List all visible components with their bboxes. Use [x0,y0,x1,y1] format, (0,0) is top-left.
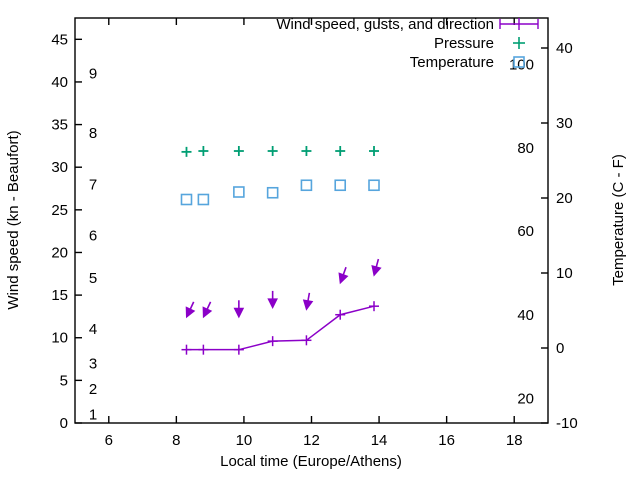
y-right-fahrenheit-label: 60 [517,223,534,240]
y-right-fahrenheit-label: 100 [509,57,534,74]
y-left-tick-label: 0 [60,415,68,432]
temperature-point [266,186,279,199]
legend-marker-wind-line-plus [499,18,539,30]
y-left-beaufort-label: 5 [89,270,97,287]
x-axis-tick-label: 12 [303,432,320,449]
y-right-ticks [541,47,548,424]
y-left-beaufort-label: 1 [89,406,97,423]
y-right-tick-label: 40 [556,40,573,57]
y-left-tick-label: 25 [51,202,68,219]
y-left-beaufort-label: 9 [89,65,97,82]
series-temperature-points [180,179,380,206]
y-left-tick-label: 15 [51,287,68,304]
legend-label-pressure: Pressure [434,35,494,52]
y-right-tick-label: 20 [556,190,573,207]
y-right-fahrenheit-label: 20 [517,390,534,407]
gust-arrow-head [302,299,314,311]
y-right-tick-label: 10 [556,265,573,282]
x-axis-tick-label: 10 [236,432,253,449]
gust-arrow [267,290,278,310]
y-left-tick-label: 20 [51,244,68,261]
x-axis-title: Local time (Europe/Athens) [220,453,402,470]
gust-arrow [302,292,314,311]
series-wind-speed-line [181,301,380,355]
series-pressure-points [181,146,380,157]
gust-arrow-head [267,298,278,310]
x-axis-tick-label: 8 [172,432,180,449]
temperature-point [233,186,245,198]
y-left-beaufort-label: 8 [89,125,97,142]
y-left-ticks [75,38,82,424]
gust-arrow-head [371,264,382,277]
y-left-beaufort-label: 2 [89,381,97,398]
gust-arrow-head [338,272,349,285]
gust-arrow-head [233,307,245,319]
series-gust-arrows [185,258,382,319]
x-axis-tick-label: 6 [105,432,113,449]
y-left-beaufort-label: 6 [89,227,97,244]
y-left-beaufort-labels: 1 2 3 4 5 6 7 8 9 [89,65,97,423]
y-left-beaufort-label: 4 [89,321,97,338]
gust-arrow [338,266,349,285]
y-right-fahrenheit-label: 40 [517,307,534,324]
y-left-tick-labels: 0 5 10 15 20 25 30 35 40 45 [51,31,68,432]
gust-arrow [233,300,245,319]
legend-marker-pressure-plus [513,37,525,49]
y-left-beaufort-label: 7 [89,176,97,193]
y-right-tick-labels: -10 0 10 20 30 40 [556,40,578,432]
temperature-point [197,193,210,206]
legend-marker-temperature-square [513,56,525,68]
x-axis-tick-label: 14 [371,432,388,449]
y-left-tick-label: 5 [60,372,68,389]
y-right-axis-title: Temperature (C - F) [610,154,627,286]
temperature-point [180,193,193,206]
x-axis-ticks [108,18,515,423]
y-left-axis-title: Wind speed (kn - Beaufort) [5,130,22,309]
y-right-fahrenheit-labels: 20 40 60 80 100 [509,57,534,408]
y-left-tick-label: 45 [51,31,68,48]
x-axis-tick-label: 16 [438,432,455,449]
legend-label-wind: Wind speed, gusts, and direction [276,16,494,33]
x-axis-tick-label: 18 [506,432,523,449]
gust-arrow [371,258,382,277]
temperature-point [300,179,313,192]
wind-speed-line [186,305,375,351]
gust-arrow [202,301,213,319]
y-left-tick-label: 40 [51,74,68,91]
y-left-tick-label: 30 [51,159,68,176]
plot-frame [74,17,549,424]
chart-legend: Wind speed, gusts, and direction Pressur… [276,16,539,71]
y-right-fahrenheit-label: 80 [517,140,534,157]
gust-arrow-head [185,306,196,319]
gust-arrow [185,301,196,319]
temperature-point [368,179,380,192]
y-left-beaufort-label: 3 [89,355,97,372]
legend-label-temperature: Temperature [410,54,494,71]
x-axis-tick-labels: 6 8 10 12 14 16 18 [105,432,523,449]
y-right-tick-label: 30 [556,115,573,132]
y-left-tick-label: 35 [51,117,68,134]
y-left-tick-label: 10 [51,330,68,347]
gust-arrow-head [202,306,213,319]
temperature-point [334,179,347,192]
y-right-tick-label: -10 [556,415,578,432]
y-right-tick-label: 0 [556,340,564,357]
